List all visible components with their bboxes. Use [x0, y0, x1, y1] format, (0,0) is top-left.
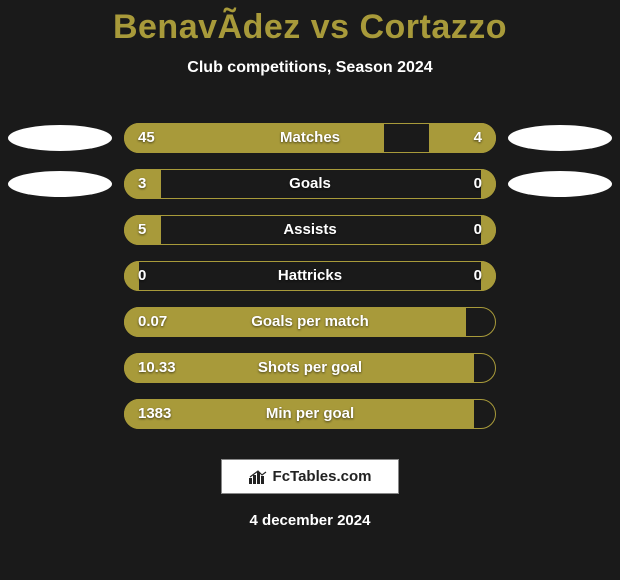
stat-label: Assists [124, 215, 496, 245]
stat-value-right: 0 [474, 215, 482, 245]
player-ellipse [508, 125, 612, 151]
stat-label: Shots per goal [124, 353, 496, 383]
stat-value-right: 4 [474, 123, 482, 153]
stat-row: Assists5 0 [124, 215, 496, 245]
stat-value-left: 45 [138, 123, 155, 153]
stat-row: Min per goal1383 [124, 399, 496, 429]
watermark-text: FcTables.com [273, 468, 372, 485]
player-ellipse [8, 125, 112, 151]
stat-value-right: 0 [474, 261, 482, 291]
stat-row: Hattricks0 0 [124, 261, 496, 291]
stat-label: Matches [124, 123, 496, 153]
stat-value-left: 10.33 [138, 353, 176, 383]
player-ellipse [508, 171, 612, 197]
stat-value-left: 5 [138, 215, 146, 245]
stat-value-right: 0 [474, 169, 482, 199]
page-subtitle: Club competitions, Season 2024 [0, 59, 620, 77]
watermark-badge: FcTables.com [221, 459, 399, 494]
stat-label: Min per goal [124, 399, 496, 429]
stat-label: Hattricks [124, 261, 496, 291]
page-title: BenavÃ­dez vs Cortazzo [0, 0, 620, 47]
stat-label: Goals per match [124, 307, 496, 337]
stat-row: Shots per goal10.33 [124, 353, 496, 383]
bar-chart-icon [249, 470, 267, 484]
stats-container: Matches454Goals30Assists50Hattricks00Goa… [0, 123, 620, 429]
stat-row: Goals per match0.07 [124, 307, 496, 337]
footer-date: 4 december 2024 [0, 512, 620, 529]
stat-value-left: 1383 [138, 399, 171, 429]
stat-value-left: 0.07 [138, 307, 167, 337]
stat-value-left: 3 [138, 169, 146, 199]
stat-value-left: 0 [138, 261, 146, 291]
stat-label: Goals [124, 169, 496, 199]
stat-row: Matches45 4 [124, 123, 496, 153]
player-ellipse [8, 171, 112, 197]
stat-row: Goals3 0 [124, 169, 496, 199]
